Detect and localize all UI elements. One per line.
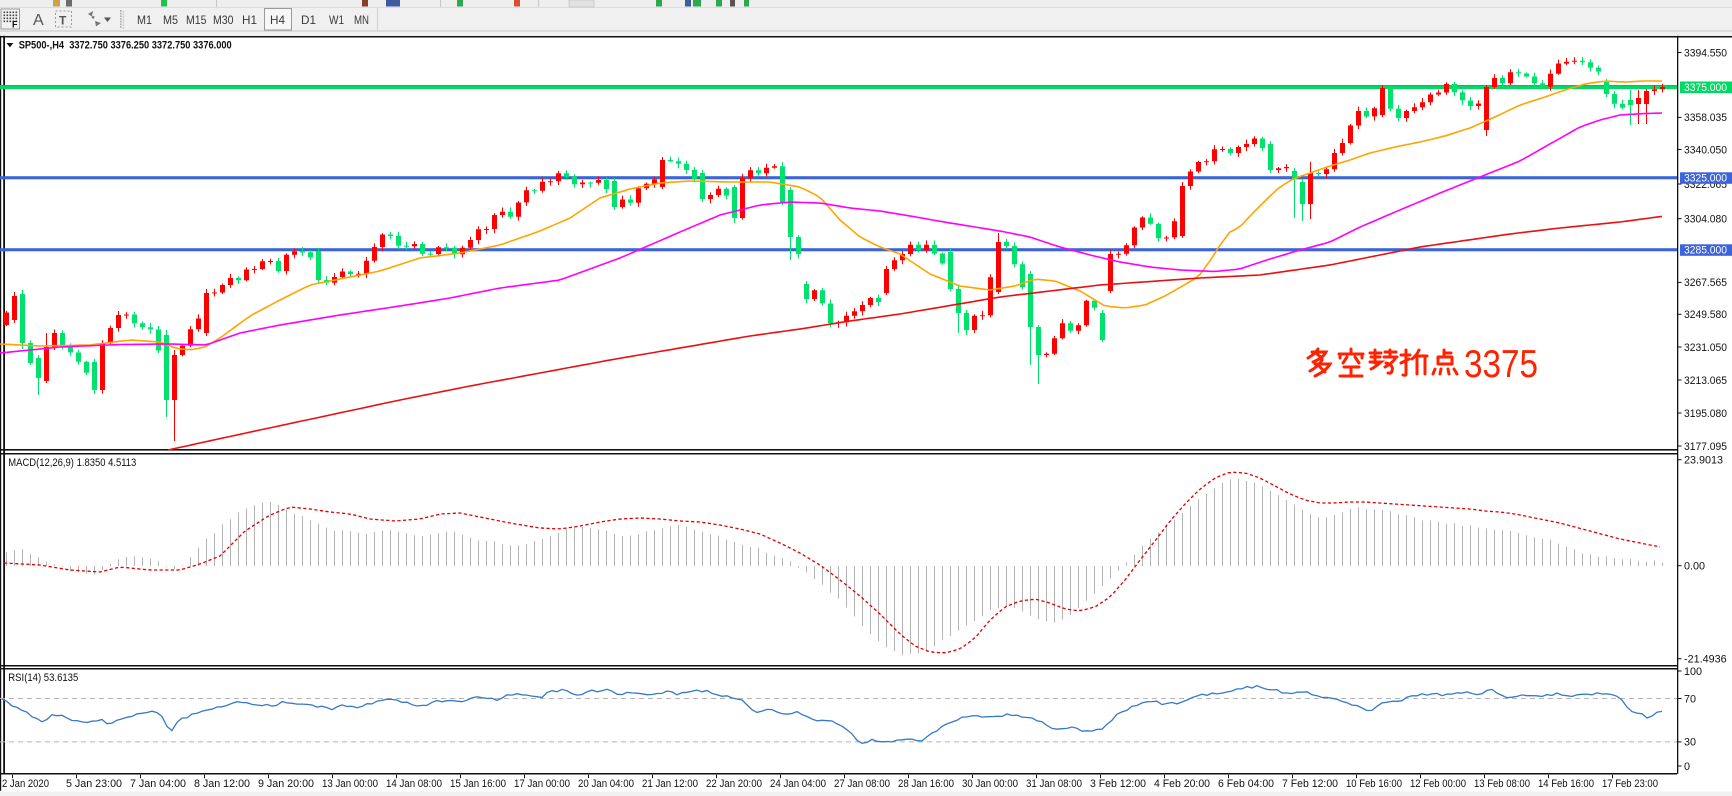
svg-text:0: 0	[1684, 761, 1690, 773]
svg-text:A: A	[33, 12, 44, 29]
svg-text:2 Jan 2020: 2 Jan 2020	[2, 778, 49, 790]
svg-text:-21.4936: -21.4936	[1684, 654, 1727, 666]
svg-text:MACD(12,26,9) 1.8350 4.5113: MACD(12,26,9) 1.8350 4.5113	[8, 457, 136, 469]
svg-text:30: 30	[1684, 737, 1696, 749]
svg-text:0.00: 0.00	[1684, 561, 1705, 573]
svg-text:H1: H1	[242, 13, 257, 27]
svg-text:3325.000: 3325.000	[1684, 173, 1727, 185]
svg-text:3375.000: 3375.000	[1684, 82, 1727, 94]
svg-text:9 Jan 20:00: 9 Jan 20:00	[258, 778, 314, 790]
svg-text:27 Jan 08:00: 27 Jan 08:00	[834, 778, 890, 790]
svg-text:28 Jan 16:00: 28 Jan 16:00	[898, 778, 954, 790]
svg-text:M15: M15	[186, 13, 207, 27]
svg-text:3213.065: 3213.065	[1684, 375, 1727, 387]
svg-text:14 Feb 16:00: 14 Feb 16:00	[1538, 778, 1594, 790]
svg-text:10 Feb 16:00: 10 Feb 16:00	[1346, 778, 1402, 790]
svg-text:6 Feb 04:00: 6 Feb 04:00	[1218, 778, 1274, 790]
svg-text:12 Feb 00:00: 12 Feb 00:00	[1410, 778, 1466, 790]
svg-text:31 Jan 08:00: 31 Jan 08:00	[1026, 778, 1082, 790]
svg-text:14 Jan 08:00: 14 Jan 08:00	[386, 778, 442, 790]
svg-text:T: T	[59, 14, 67, 28]
svg-text:70: 70	[1684, 693, 1696, 705]
svg-text:D1: D1	[301, 13, 316, 27]
svg-text:8 Jan 12:00: 8 Jan 12:00	[194, 778, 250, 790]
svg-text:7 Jan 04:00: 7 Jan 04:00	[130, 778, 186, 790]
svg-text:M1: M1	[137, 13, 152, 27]
svg-text:3267.565: 3267.565	[1684, 277, 1727, 289]
svg-text:3195.080: 3195.080	[1684, 408, 1727, 420]
svg-text:4 Feb 20:00: 4 Feb 20:00	[1154, 778, 1210, 790]
svg-text:3340.050: 3340.050	[1684, 144, 1727, 156]
svg-text:20 Jan 04:00: 20 Jan 04:00	[578, 778, 634, 790]
svg-text:21 Jan 12:00: 21 Jan 12:00	[642, 778, 698, 790]
svg-text:15 Jan 16:00: 15 Jan 16:00	[450, 778, 506, 790]
svg-text:3285.000: 3285.000	[1684, 245, 1727, 257]
svg-text:7 Feb 12:00: 7 Feb 12:00	[1282, 778, 1338, 790]
svg-text:3249.580: 3249.580	[1684, 309, 1727, 321]
svg-text:3 Feb 12:00: 3 Feb 12:00	[1090, 778, 1146, 790]
svg-text:3304.080: 3304.080	[1684, 214, 1727, 226]
svg-text:SP500-,H4 3372.750 3376.250 3: SP500-,H4 3372.750 3376.250 3372.750 337…	[19, 40, 232, 52]
svg-text:17 Feb 23:00: 17 Feb 23:00	[1602, 778, 1658, 790]
svg-text:M5: M5	[163, 13, 178, 27]
svg-text:13 Jan 00:00: 13 Jan 00:00	[322, 778, 378, 790]
svg-text:17 Jan 00:00: 17 Jan 00:00	[514, 778, 570, 790]
svg-text:22 Jan 20:00: 22 Jan 20:00	[706, 778, 762, 790]
svg-text:3375: 3375	[1464, 343, 1538, 386]
svg-text:13 Feb 08:00: 13 Feb 08:00	[1474, 778, 1530, 790]
svg-text:23.9013: 23.9013	[1684, 455, 1723, 467]
svg-text:3394.550: 3394.550	[1684, 47, 1727, 59]
svg-text:3231.050: 3231.050	[1684, 342, 1727, 354]
svg-text:M30: M30	[213, 13, 234, 27]
svg-text:W1: W1	[329, 13, 344, 27]
svg-text:3177.095: 3177.095	[1684, 441, 1727, 453]
svg-text:100: 100	[1684, 666, 1702, 678]
svg-text:5 Jan 23:00: 5 Jan 23:00	[66, 778, 122, 790]
svg-text:H4: H4	[270, 13, 285, 27]
svg-text:MN: MN	[354, 13, 369, 27]
svg-text:RSI(14) 53.6135: RSI(14) 53.6135	[8, 672, 78, 684]
svg-text:3358.035: 3358.035	[1684, 112, 1727, 124]
svg-text:30 Jan 00:00: 30 Jan 00:00	[962, 778, 1018, 790]
svg-text:24 Jan 04:00: 24 Jan 04:00	[770, 778, 826, 790]
svg-text:F: F	[12, 20, 18, 30]
